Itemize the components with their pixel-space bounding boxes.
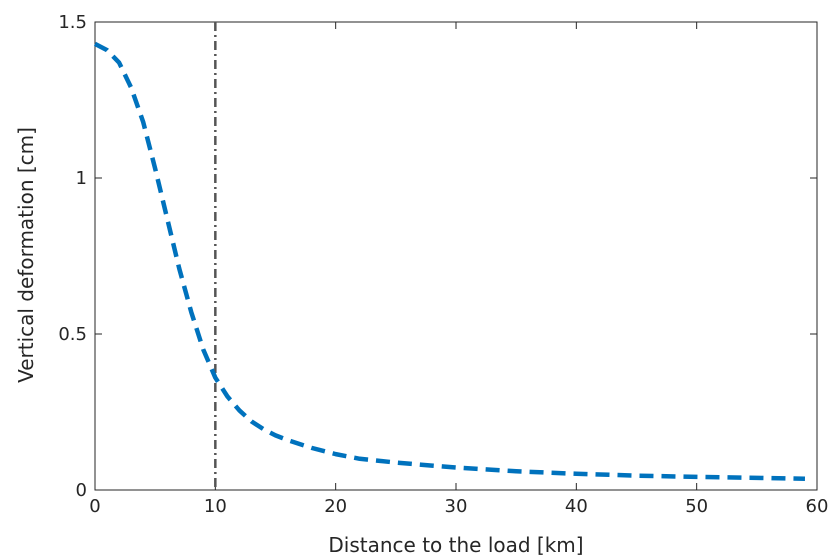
y-axis-label: Vertical deformation [cm] [14,127,38,383]
x-tick-label: 0 [89,496,100,517]
y-tick-label: 0.5 [58,324,87,345]
series-line [93,41,806,482]
x-tick-label: 20 [324,496,347,517]
x-tick-label: 60 [806,496,829,517]
y-tick-label: 1.5 [58,12,87,33]
x-axis-label: Distance to the load [km] [328,533,583,557]
y-tick-label: 1 [76,168,87,189]
y-tick-label: 0 [76,480,87,501]
x-tick-label: 50 [685,496,708,517]
plot-area: 0 10 20 30 40 50 60 0 0.5 1 1.5 [58,12,828,517]
axes-box [94,21,818,491]
x-tick-label: 40 [565,496,588,517]
x-tick-label: 10 [204,496,227,517]
x-tick-label: 30 [445,496,468,517]
